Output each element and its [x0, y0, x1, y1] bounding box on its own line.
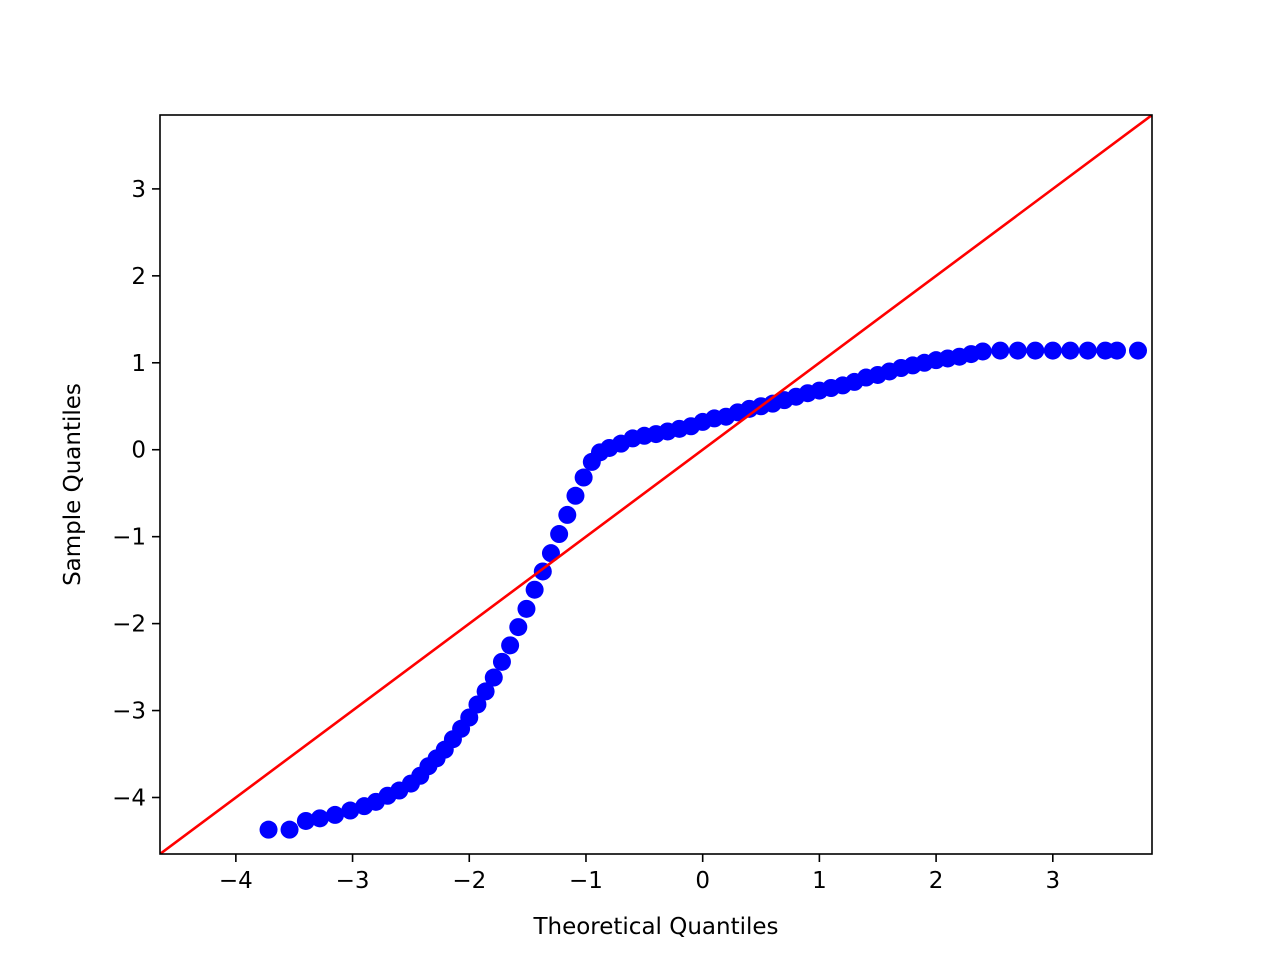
data-point [517, 599, 536, 618]
y-tick-label: 2 [131, 264, 146, 290]
y-tick-label: −3 [112, 699, 146, 725]
data-point [341, 801, 360, 820]
data-point [501, 636, 520, 655]
data-point [326, 805, 345, 824]
y-axis: −4 −3 −2 −1 0 1 2 3 [112, 177, 160, 811]
y-tick-label: 3 [131, 177, 146, 203]
data-point [492, 652, 511, 671]
plot-area [160, 115, 1152, 854]
data-point [1129, 341, 1147, 360]
y-axis-label: Sample Quantiles [60, 383, 86, 586]
data-point [296, 811, 315, 830]
data-point [973, 342, 992, 361]
axes-border [159, 114, 1153, 855]
y-tick-label: 0 [131, 438, 146, 464]
x-axis: −4 −3 −2 −1 0 1 2 3 [219, 854, 1060, 894]
x-tick-label: 2 [929, 868, 944, 894]
y-tick-label: −2 [112, 612, 146, 638]
data-point [509, 618, 528, 637]
data-point [541, 544, 560, 563]
data-point [1061, 341, 1080, 360]
axes-frame [159, 114, 1153, 855]
data-point [550, 525, 569, 544]
data-point [259, 820, 278, 839]
data-point [468, 695, 487, 714]
data-point [1078, 341, 1097, 360]
sample-points [259, 341, 1147, 839]
data-point [484, 668, 503, 687]
x-tick-label: −4 [219, 868, 253, 894]
y-tick-label: 1 [131, 351, 146, 377]
data-point [566, 486, 585, 505]
data-point [280, 820, 299, 839]
data-point [1107, 341, 1126, 360]
data-point [525, 580, 544, 599]
reference-line [160, 115, 1152, 854]
x-tick-label: −1 [569, 868, 603, 894]
x-tick-label: −2 [452, 868, 486, 894]
data-point [574, 468, 593, 487]
x-tick-label: −3 [336, 868, 370, 894]
data-point [310, 809, 329, 828]
data-point [1008, 341, 1027, 360]
x-tick-label: 1 [812, 868, 827, 894]
data-point [991, 341, 1010, 360]
data-point [460, 708, 479, 727]
data-point [558, 505, 577, 524]
data-point [1026, 341, 1045, 360]
y-tick-label: −4 [112, 785, 146, 811]
x-tick-label: 0 [695, 868, 710, 894]
x-axis-label: Theoretical Quantiles [532, 914, 778, 940]
data-point [476, 682, 495, 701]
data-point [1043, 341, 1062, 360]
x-tick-label: 3 [1045, 868, 1060, 894]
y-tick-label: −1 [112, 525, 146, 551]
